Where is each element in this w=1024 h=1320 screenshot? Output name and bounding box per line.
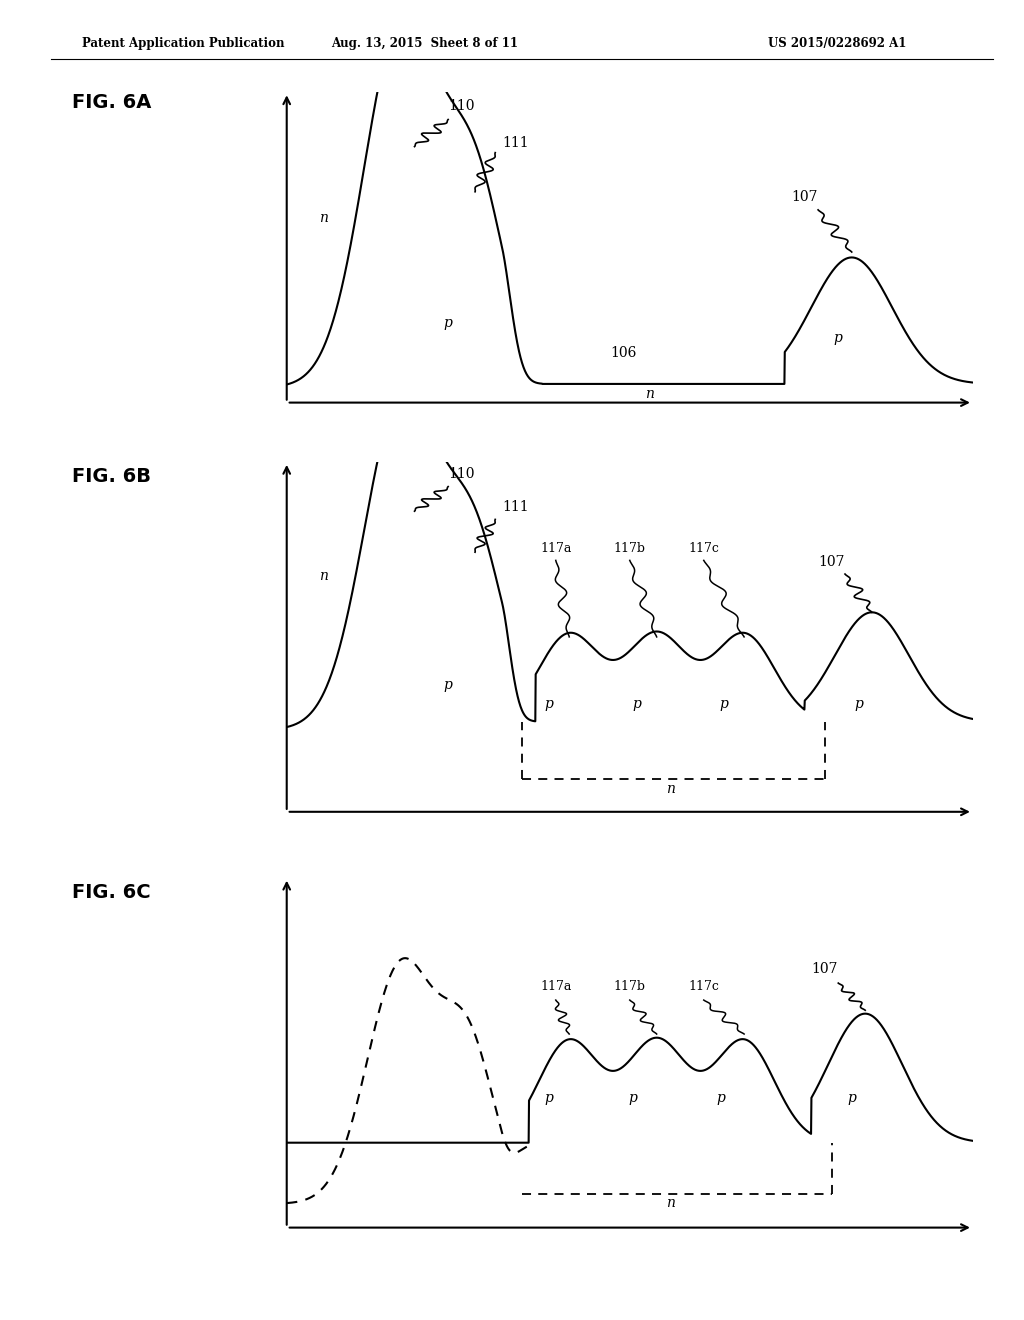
Text: Aug. 13, 2015  Sheet 8 of 11: Aug. 13, 2015 Sheet 8 of 11 — [332, 37, 518, 50]
Text: p: p — [716, 1090, 725, 1105]
Text: 111: 111 — [502, 136, 528, 149]
Text: p: p — [854, 697, 863, 711]
Text: 117a: 117a — [540, 543, 571, 556]
Text: n: n — [319, 569, 328, 582]
Text: p: p — [720, 697, 728, 711]
Text: Patent Application Publication: Patent Application Publication — [82, 37, 285, 50]
Text: p: p — [629, 1090, 638, 1105]
Text: FIG. 6A: FIG. 6A — [72, 94, 152, 112]
Text: 110: 110 — [449, 467, 475, 482]
Text: n: n — [319, 211, 328, 224]
Text: 111: 111 — [502, 500, 528, 515]
Text: 107: 107 — [812, 962, 838, 975]
Text: FIG. 6C: FIG. 6C — [72, 883, 151, 902]
Text: n: n — [666, 1196, 675, 1210]
Text: 107: 107 — [792, 190, 818, 203]
Text: 110: 110 — [449, 99, 475, 114]
Text: 117b: 117b — [613, 543, 646, 556]
Text: p: p — [847, 1090, 856, 1105]
Text: p: p — [443, 317, 453, 330]
Text: 106: 106 — [610, 346, 636, 360]
Text: 107: 107 — [818, 554, 845, 569]
Text: FIG. 6B: FIG. 6B — [72, 467, 151, 486]
Text: n: n — [645, 387, 654, 401]
Text: p: p — [545, 1090, 554, 1105]
Text: p: p — [834, 331, 843, 346]
Text: p: p — [443, 678, 453, 692]
Text: 117c: 117c — [688, 979, 719, 993]
Text: 117b: 117b — [613, 979, 646, 993]
Text: US 2015/0228692 A1: US 2015/0228692 A1 — [768, 37, 906, 50]
Text: n: n — [666, 781, 675, 796]
Text: p: p — [545, 697, 554, 711]
Text: p: p — [632, 697, 641, 711]
Text: 117a: 117a — [540, 979, 571, 993]
Text: 117c: 117c — [688, 543, 719, 556]
